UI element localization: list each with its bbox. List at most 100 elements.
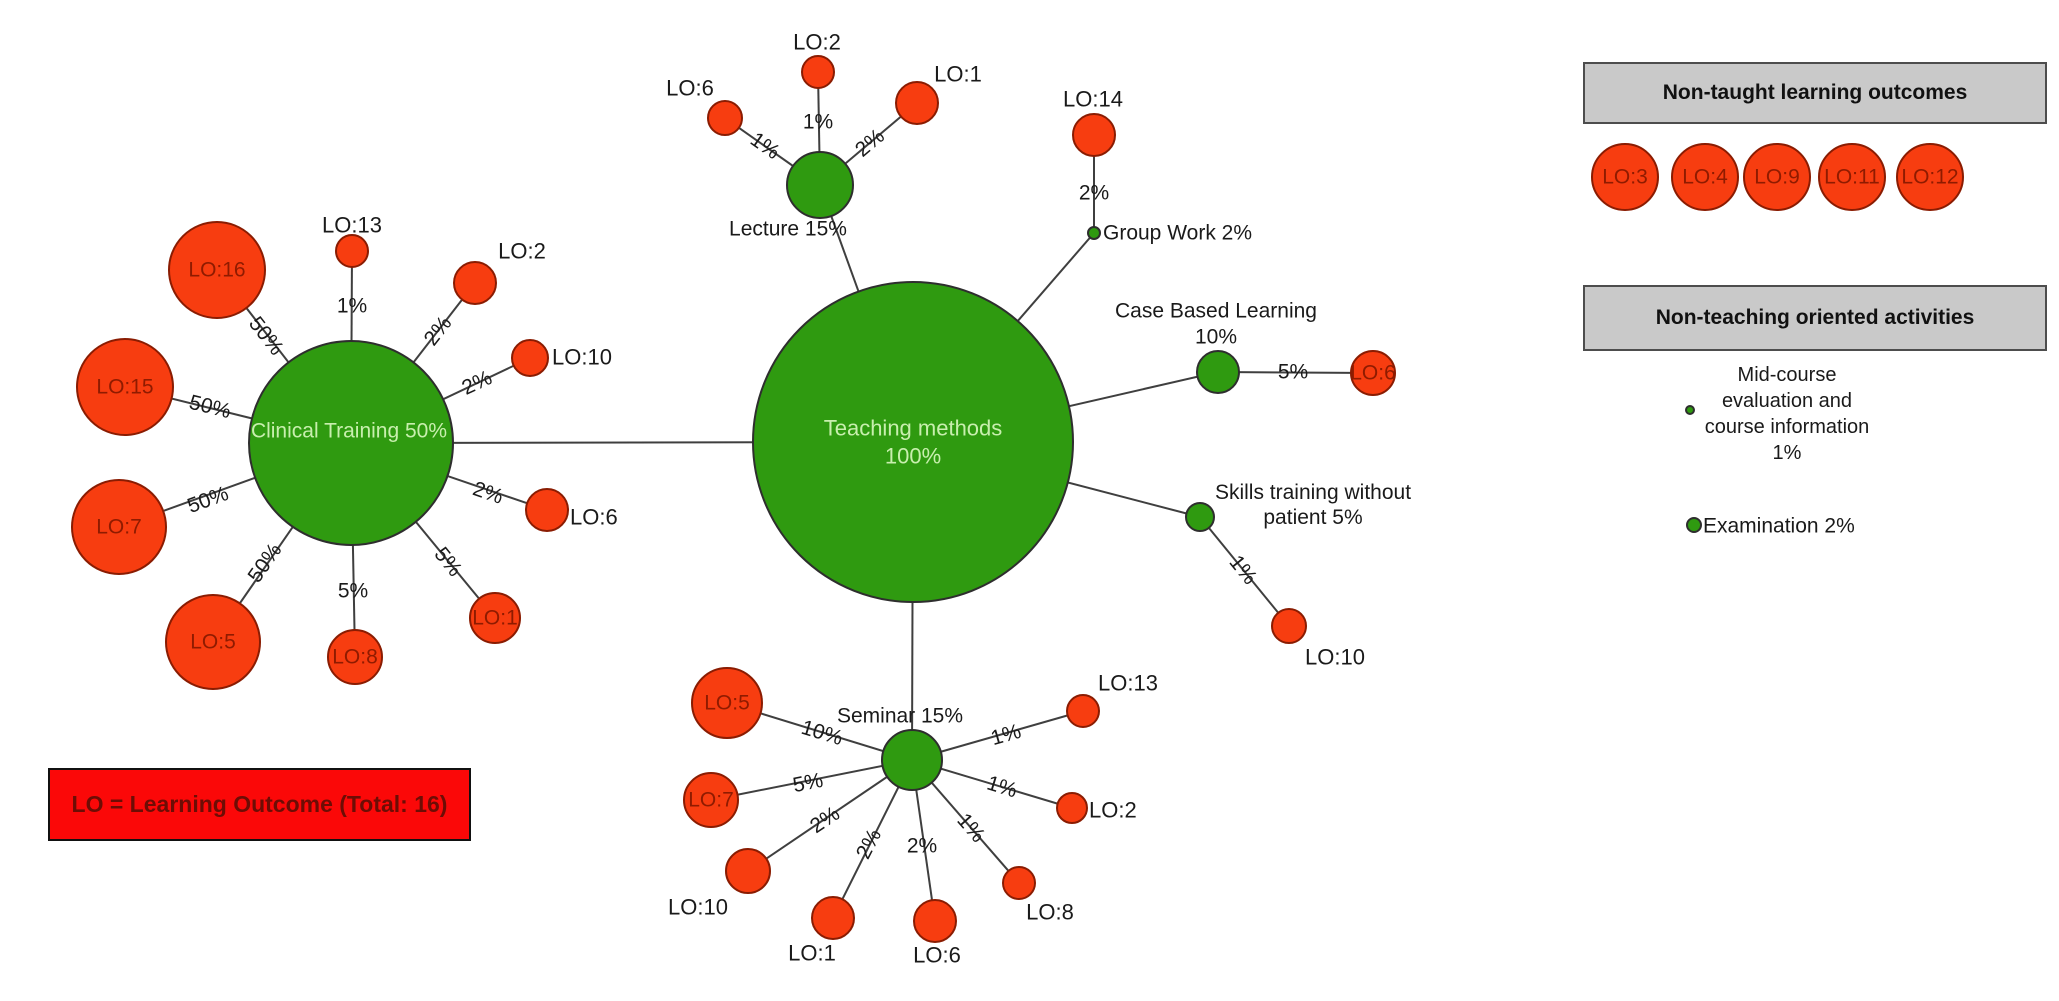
edge-label-ct_lo15: 50% <box>187 391 233 423</box>
legend-outcome-label: LO:9 <box>1754 166 1800 189</box>
legend-outcome-label: LO:3 <box>1602 166 1648 189</box>
edge-cbl_lo6-cbl <box>1217 371 1374 374</box>
edge-label-cbl_lo6: 5% <box>1278 361 1308 384</box>
node-lec_lo6 <box>707 100 743 136</box>
legend-activity-label-0: Mid-course <box>1738 364 1837 386</box>
edge-label-sem_lo1: 2% <box>852 825 886 862</box>
node-ct_lo16 <box>168 221 266 319</box>
edge-label-ct_lo2: 2% <box>420 312 457 350</box>
node-sem_lo13 <box>1066 694 1100 728</box>
label-ct_lo13: LO:13 <box>322 213 382 238</box>
label-skills: patient 5% <box>1263 506 1362 529</box>
node-lec_lo1 <box>895 81 939 125</box>
legend-outcome-LO12 <box>1896 143 1964 211</box>
legend-non-teaching-header: Non-teaching oriented activities <box>1583 285 2047 351</box>
label-ct_lo8: LO:8 <box>332 646 378 669</box>
label-ct_lo7: LO:7 <box>96 516 142 539</box>
edge-label-lec_lo1: 2% <box>851 124 889 161</box>
edge-label-sem_lo10: 2% <box>806 802 844 838</box>
edge-label-ct_lo10: 2% <box>458 366 495 400</box>
label-cbl: 10% <box>1195 326 1237 349</box>
edge-label-sem_lo6: 2% <box>907 835 937 858</box>
label-sem_lo7: LO:7 <box>688 789 734 812</box>
label-ct_lo1: LO:1 <box>472 607 518 630</box>
label-sk_lo10: LO:10 <box>1305 645 1365 670</box>
label-sem_lo8: LO:8 <box>1026 900 1074 925</box>
node-teaching <box>752 281 1074 603</box>
node-ct_lo15 <box>76 338 174 436</box>
edge-sem_lo10-seminar <box>747 759 913 872</box>
label-teaching: 100% <box>885 444 941 469</box>
lo-abbreviation-note: LO = Learning Outcome (Total: 16) <box>48 768 471 841</box>
node-sem_lo8 <box>1002 866 1036 900</box>
node-ct_lo10 <box>511 339 549 377</box>
node-ct_lo2 <box>453 261 497 305</box>
node-sem_lo7 <box>683 772 739 828</box>
label-cbl: Case Based Learning <box>1115 300 1317 323</box>
legend-outcome-label: LO:12 <box>1901 166 1958 189</box>
node-cbl <box>1196 350 1240 394</box>
node-ct_lo13 <box>335 234 369 268</box>
legend-activity-dot-1 <box>1686 517 1702 533</box>
label-cbl_lo6: LO:6 <box>1350 362 1396 385</box>
edge-sk_lo10-skills <box>1199 516 1290 627</box>
label-sem_lo10: LO:10 <box>668 895 728 920</box>
node-seminar <box>881 729 943 791</box>
label-lec_lo2: LO:2 <box>793 30 841 55</box>
label-ct_lo15: LO:15 <box>96 376 153 399</box>
edge-label-gw_lo14: 2% <box>1079 182 1109 205</box>
label-ct_lo16: LO:16 <box>188 259 245 282</box>
node-ct_lo1 <box>469 592 521 644</box>
legend-outcome-LO3 <box>1591 143 1659 211</box>
label-groupwork: Group Work 2% <box>1103 222 1252 245</box>
edge-label-ct_lo13: 1% <box>337 295 367 318</box>
node-lecture <box>786 151 854 219</box>
label-gw_lo14: LO:14 <box>1063 87 1123 112</box>
label-ct_lo6: LO:6 <box>570 505 618 530</box>
label-sem_lo1: LO:1 <box>788 941 836 966</box>
node-clinical <box>248 340 454 546</box>
legend-non-taught-header: Non-taught learning outcomes <box>1583 62 2047 124</box>
edge-label-ct_lo6: 2% <box>470 477 506 509</box>
node-lec_lo2 <box>801 55 835 89</box>
label-sem_lo2: LO:2 <box>1089 798 1137 823</box>
node-sk_lo10 <box>1271 608 1307 644</box>
edge-label-sem_lo13: 1% <box>988 720 1024 750</box>
node-ct_lo7 <box>71 479 167 575</box>
label-sem_lo5: LO:5 <box>704 692 750 715</box>
node-groupwork <box>1087 226 1101 240</box>
legend-activity-label-0: evaluation and <box>1722 390 1852 412</box>
node-ct_lo5 <box>165 594 261 690</box>
legend-activity-dot-0 <box>1685 405 1695 415</box>
label-seminar: Seminar 15% <box>837 705 963 728</box>
label-skills: Skills training without <box>1215 481 1411 504</box>
legend-outcome-LO4 <box>1671 143 1739 211</box>
legend-activity-label-0: course information <box>1705 416 1870 438</box>
label-ct_lo5: LO:5 <box>190 631 236 654</box>
node-ct_lo6 <box>525 488 569 532</box>
legend-outcome-label: LO:11 <box>1824 166 1880 189</box>
edge-label-ct_lo7: 50% <box>184 482 231 518</box>
legend-outcome-label: LO:4 <box>1682 166 1728 189</box>
label-clinical: Clinical Training 50% <box>251 420 447 443</box>
node-sem_lo2 <box>1056 792 1088 824</box>
legend-outcome-LO9 <box>1743 143 1811 211</box>
node-sem_lo5 <box>691 667 763 739</box>
edge-label-lec_lo2: 1% <box>803 111 833 134</box>
node-cbl_lo6 <box>1350 350 1396 396</box>
node-ct_lo8 <box>327 629 383 685</box>
label-lec_lo6: LO:6 <box>666 76 714 101</box>
node-sem_lo6 <box>913 899 957 943</box>
edge-label-sem_lo2: 1% <box>984 772 1020 803</box>
label-lec_lo1: LO:1 <box>934 62 982 87</box>
legend-activity-label-1: Examination 2% <box>1703 515 1855 538</box>
edge-label-sem_lo7: 5% <box>791 769 825 797</box>
node-gw_lo14 <box>1072 113 1116 157</box>
node-sem_lo1 <box>811 896 855 940</box>
node-sem_lo10 <box>725 848 771 894</box>
label-ct_lo2: LO:2 <box>498 239 546 264</box>
legend-activity-label-0: 1% <box>1773 442 1802 464</box>
edge-label-sk_lo10: 1% <box>1225 551 1262 589</box>
